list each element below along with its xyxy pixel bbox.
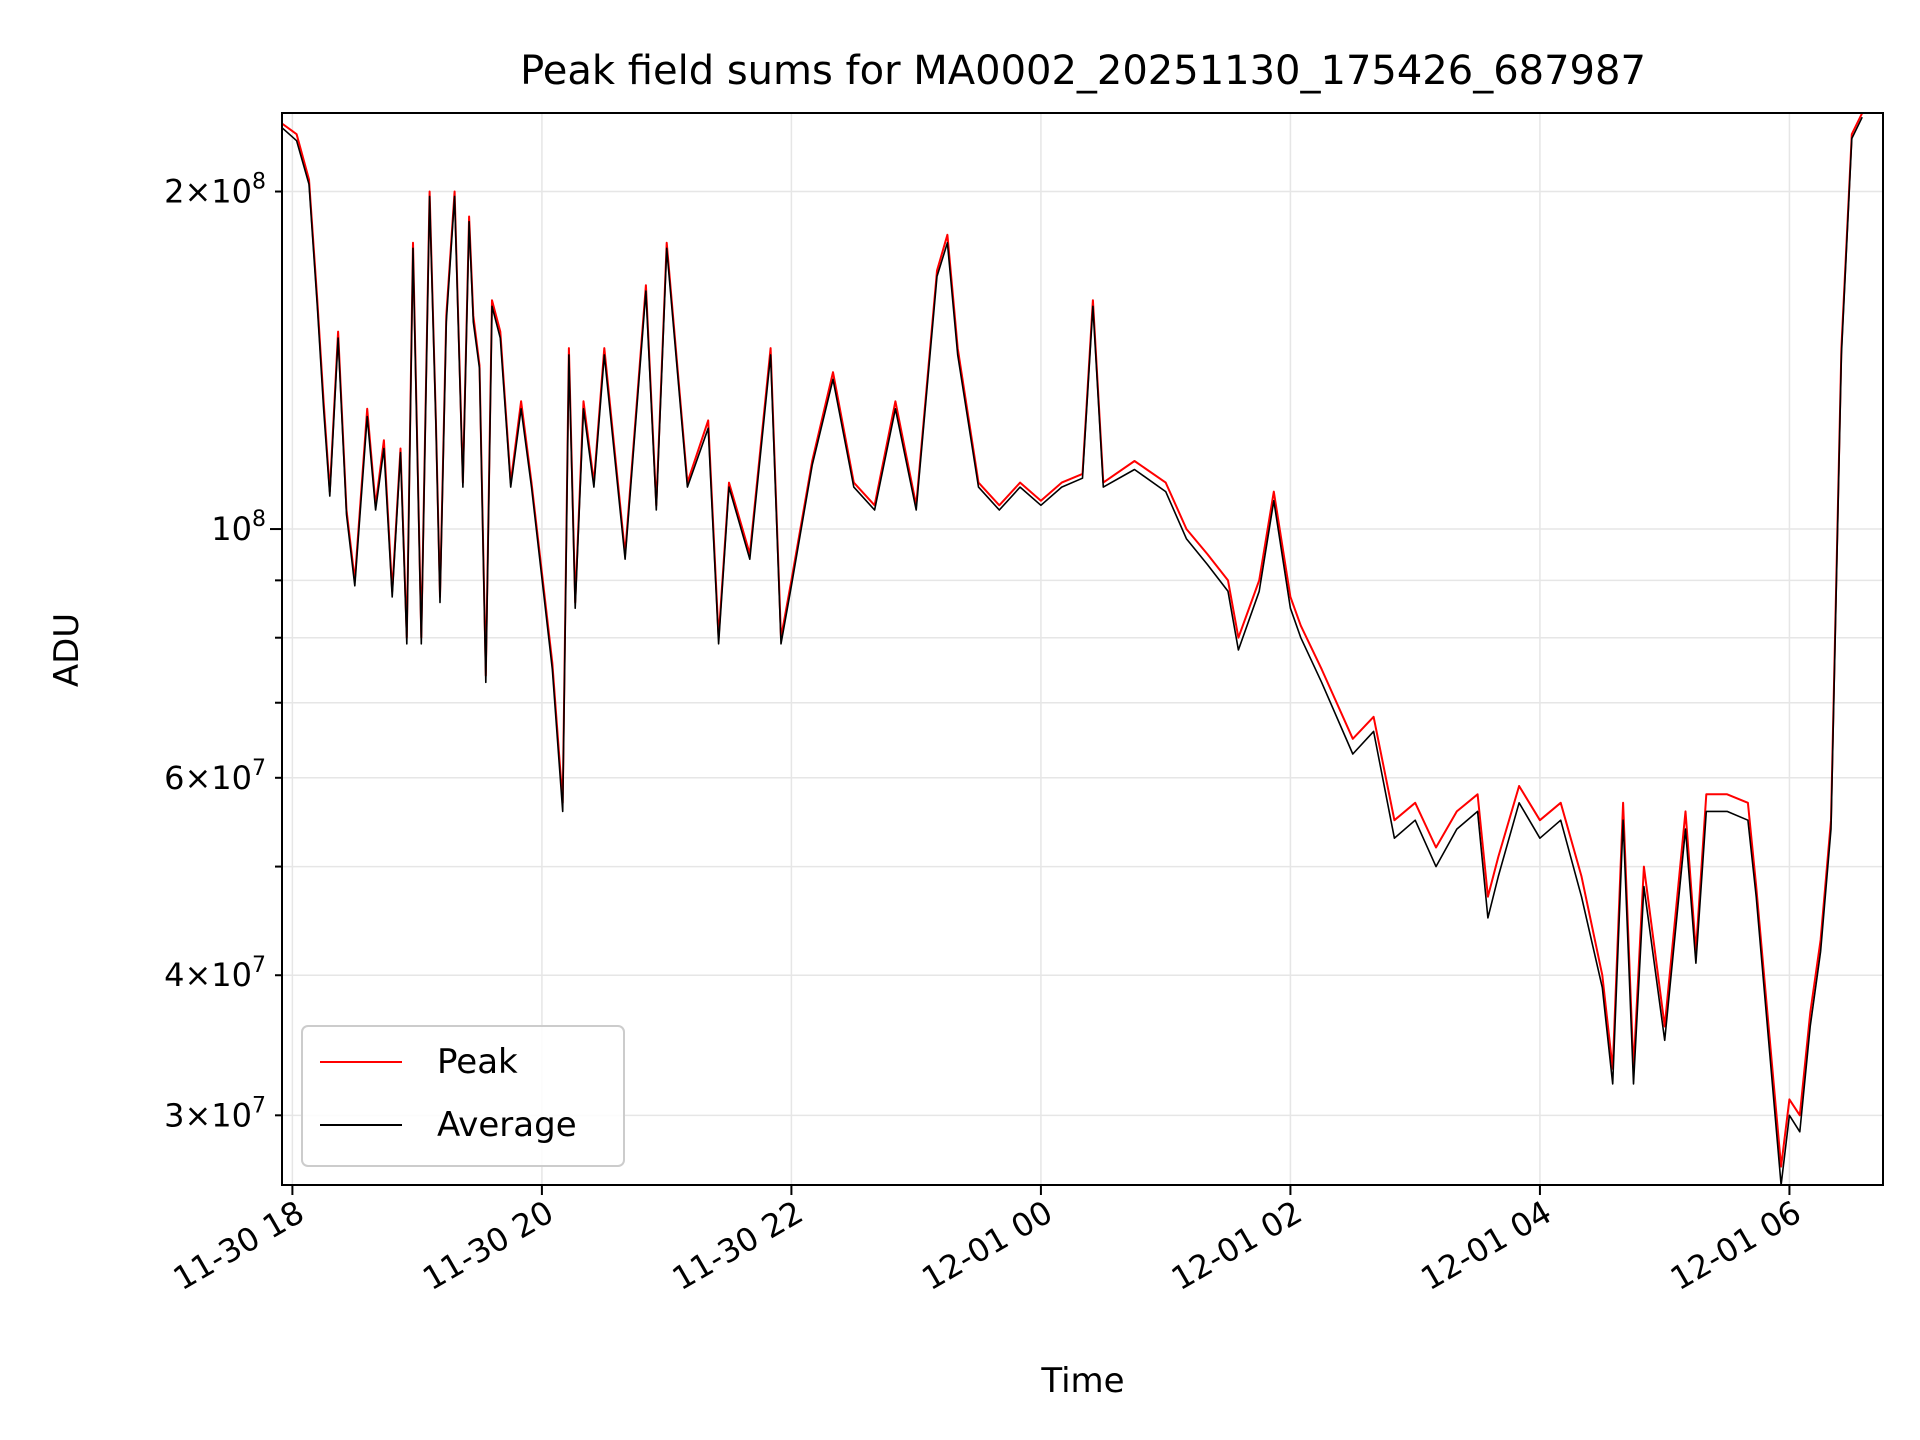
y-tick-label-major: 108 <box>211 507 266 548</box>
plot-frame <box>281 112 1884 1186</box>
y-tick-label-minor: 2×108 <box>164 170 266 211</box>
legend: Peak Average <box>301 1025 625 1167</box>
y-tick-label-minor: 6×107 <box>164 756 266 797</box>
chart-title: Peak field sums for MA0002_20251130_1754… <box>520 48 1646 94</box>
plot-area <box>282 113 1864 1185</box>
legend-label-peak: Peak <box>437 1042 518 1082</box>
y-axis-label: ADU <box>47 613 87 687</box>
series-line-average <box>282 116 1863 1185</box>
y-tick-label-minor: 3×107 <box>164 1093 266 1134</box>
legend-label-average: Average <box>437 1105 577 1145</box>
y-tick-label-minor: 4×107 <box>164 953 266 994</box>
y-axis: 108 3×107 4×107 6×107 2×108 <box>164 170 282 1134</box>
x-axis-label: Time <box>1040 1361 1124 1401</box>
